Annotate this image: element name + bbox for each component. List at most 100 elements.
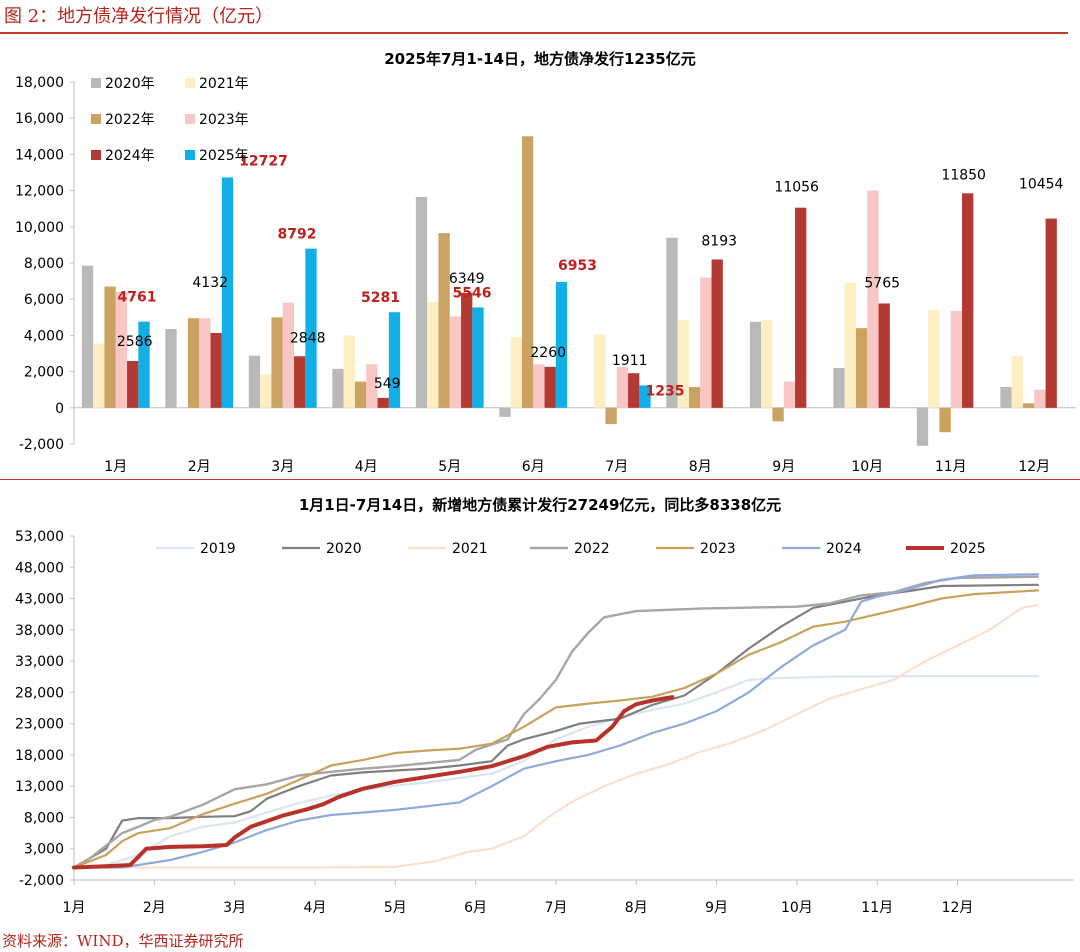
- bar: [855, 328, 868, 408]
- y-tick-label: 48,000: [15, 560, 64, 576]
- series-line: [72, 575, 1040, 869]
- bar: [343, 335, 355, 408]
- legend-label: 2024年: [105, 148, 155, 164]
- y-tick-label: 10,000: [15, 220, 64, 236]
- bar: [499, 407, 511, 417]
- bar: [1034, 389, 1046, 408]
- data-label: 6349: [449, 271, 485, 287]
- legend-swatch: [185, 78, 195, 88]
- bar: [221, 177, 234, 408]
- y-tick-label: 33,000: [15, 654, 64, 670]
- legend-label: 2025年: [199, 148, 249, 164]
- bar: [1045, 218, 1057, 408]
- bar: [449, 316, 462, 408]
- header-rule: [0, 32, 1068, 34]
- data-label: 1235: [646, 383, 685, 399]
- chart-title: 1月1日-7月14日，新增地方债累计发行27249亿元，同比多8338亿元: [299, 496, 781, 514]
- series-line: [72, 603, 1040, 869]
- bar: [210, 333, 222, 408]
- bar: [711, 259, 723, 408]
- data-label: 12727: [239, 153, 288, 169]
- x-tick-label: 3月: [223, 900, 246, 916]
- x-tick-label: 8月: [689, 459, 712, 475]
- bar: [795, 207, 807, 408]
- data-label: 549: [374, 376, 401, 392]
- data-label: 2586: [117, 334, 153, 350]
- y-tick-label: 18,000: [15, 75, 64, 91]
- bar: [962, 193, 974, 408]
- y-tick-label: 18,000: [15, 748, 64, 764]
- bar: [833, 367, 845, 408]
- data-label: 2848: [290, 330, 326, 346]
- data-label: 8193: [701, 234, 737, 250]
- legend-label: 2023: [700, 541, 736, 557]
- legend-swatch: [91, 114, 101, 124]
- bar: [616, 367, 629, 408]
- legend-swatch: [91, 78, 101, 88]
- bar: [950, 310, 963, 408]
- bar: [1000, 386, 1012, 408]
- figure-header: 图 2：地方债净发行情况（亿元）: [0, 0, 1080, 32]
- bar: [928, 310, 940, 408]
- legend-label: 2021年: [199, 76, 249, 92]
- bar: [294, 356, 306, 408]
- bar: [260, 374, 272, 408]
- bar: [388, 312, 401, 408]
- y-tick-label: 38,000: [15, 623, 64, 639]
- data-label: 6953: [558, 258, 597, 274]
- x-tick-label: 1月: [104, 459, 127, 475]
- legend-swatch: [185, 150, 195, 160]
- line-chart-cumulative-issuance: 1月1日-7月14日，新增地方债累计发行27249亿元，同比多8338亿元 -2,…: [15, 496, 1074, 916]
- x-tick-label: 6月: [464, 900, 487, 916]
- x-tick-label: 5月: [384, 900, 407, 916]
- series-line: [72, 695, 675, 870]
- bar: [115, 291, 128, 408]
- data-label: 10454: [1019, 177, 1064, 193]
- bar: [472, 307, 484, 408]
- data-label: 5546: [453, 285, 492, 301]
- series-line: [72, 589, 1040, 869]
- series-line: [72, 583, 1040, 869]
- bar: [332, 368, 344, 408]
- bar: [533, 364, 545, 408]
- bar: [187, 318, 200, 408]
- bar: [427, 301, 439, 408]
- figure-title: 图 2：地方债净发行情况（亿元）: [4, 6, 274, 27]
- x-tick-label: 12月: [942, 900, 974, 916]
- bar: [305, 248, 317, 408]
- x-tick-label: 8月: [625, 900, 648, 916]
- bar: [555, 281, 568, 408]
- y-tick-label: -2,000: [19, 437, 64, 453]
- bar: [916, 407, 929, 446]
- y-tick-label: 8,000: [24, 256, 64, 272]
- legend-swatch: [91, 150, 101, 160]
- bar: [628, 373, 640, 408]
- legend-label: 2025: [950, 541, 986, 557]
- series-line: [72, 675, 1040, 869]
- data-label: 2260: [530, 345, 566, 361]
- bar: [749, 321, 762, 408]
- bar: [878, 303, 890, 408]
- bar: [700, 277, 712, 408]
- legend-label: 2022年: [105, 112, 155, 128]
- bar: [81, 265, 94, 408]
- bar: [844, 282, 856, 408]
- bar: [867, 190, 879, 408]
- x-tick-label: 5月: [438, 459, 461, 475]
- bar: [271, 317, 283, 408]
- bar: [127, 360, 139, 408]
- legend-swatch: [185, 114, 195, 124]
- data-label: 1911: [612, 353, 648, 369]
- bar: [939, 407, 951, 433]
- bar: [138, 321, 150, 408]
- bar: [639, 385, 651, 408]
- legend-label: 2024: [826, 541, 862, 557]
- data-label: 11056: [774, 180, 819, 196]
- bar: [761, 320, 773, 408]
- x-tick-label: 7月: [605, 459, 628, 475]
- bar: [688, 386, 701, 408]
- bar: [93, 343, 105, 408]
- legend-label: 2019: [200, 541, 236, 557]
- bar: [594, 334, 606, 408]
- bar: [510, 337, 522, 408]
